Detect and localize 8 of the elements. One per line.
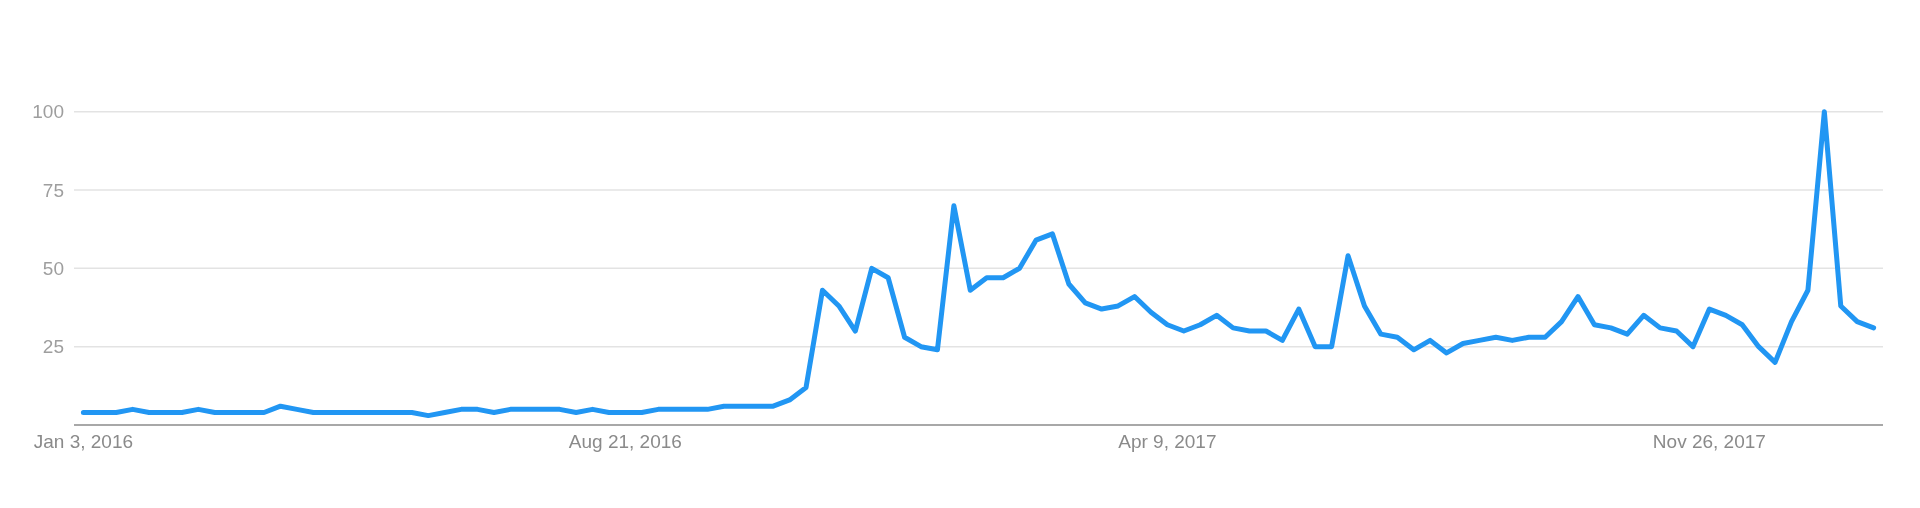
x-tick-label: Aug 21, 2016 xyxy=(568,431,682,452)
y-tick-label: 75 xyxy=(42,179,64,201)
y-tick-label: 50 xyxy=(42,258,64,279)
y-tick-label: 25 xyxy=(42,336,64,358)
y-tick-label: 100 xyxy=(32,101,64,123)
x-tick-label: Jan 3, 2016 xyxy=(33,431,134,452)
x-tick-label: Nov 26, 2017 xyxy=(1652,431,1766,452)
x-tick-label: Apr 9, 2017 xyxy=(1118,431,1217,452)
